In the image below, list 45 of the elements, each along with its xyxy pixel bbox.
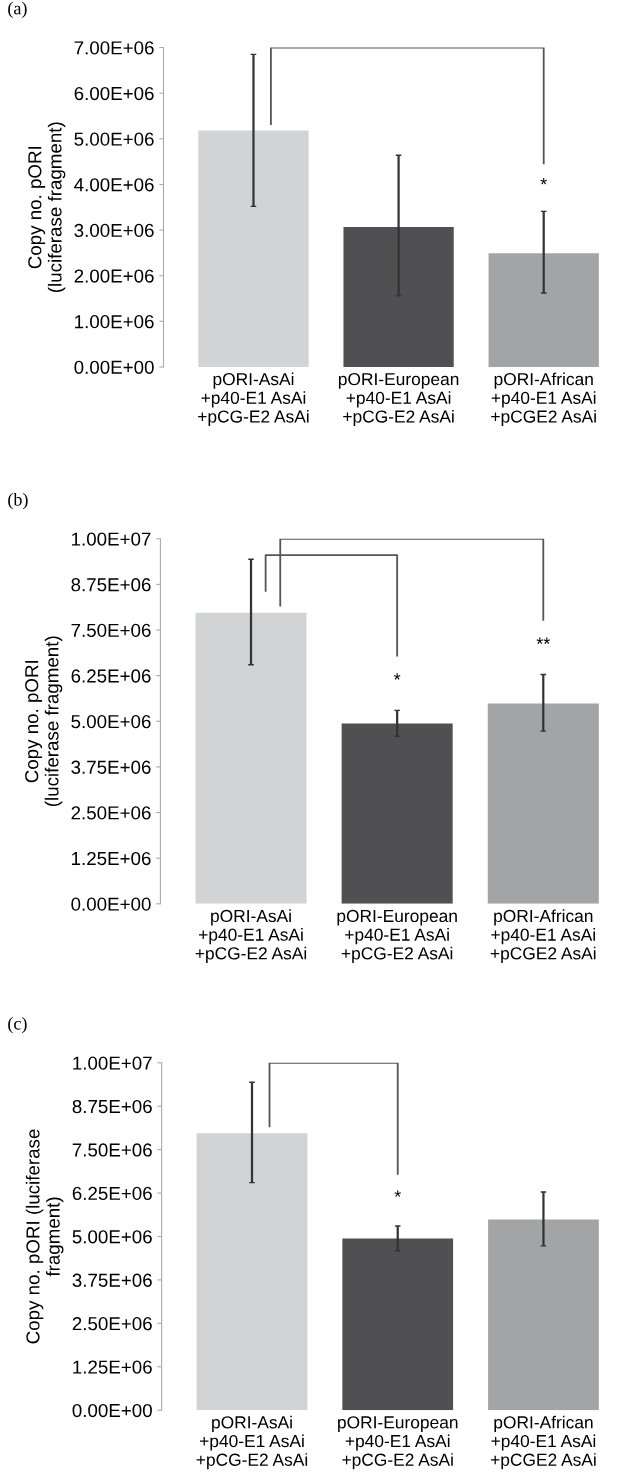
text: (a): [8, 1, 27, 19]
text: (c): [8, 1016, 27, 1034]
x-tick-label: pORI-African +p40-E1 AsAi +pCGE2 AsAi: [490, 909, 596, 963]
y-tick-label: 2.50E+06: [71, 806, 151, 820]
y-tick-label: 2.00E+06: [74, 269, 154, 283]
y-tick-label: 5.00E+06: [71, 714, 151, 729]
y-tick-label: 4.00E+06: [74, 178, 154, 192]
y-tick-label: 0.00E+00: [72, 1403, 152, 1418]
y-tick-label: 1.25E+06: [73, 1360, 152, 1374]
y-tick-label: 1.00E+06: [75, 315, 154, 329]
y-tick-label: 1.00E+07: [72, 532, 151, 546]
y-tick-label: 7.50E+06: [72, 1143, 152, 1157]
y-tick-label: 2.50E+06: [72, 1317, 152, 1331]
annotation: *: [540, 178, 547, 185]
x-tick-label: pORI-AsAi +p40-E1 AsAi +pCG-E2 AsAi: [198, 372, 309, 427]
annotation: **: [536, 637, 551, 644]
y-axis-title: Copy no. pORI (luciferase fragment): [25, 636, 63, 807]
x-tick-label: pORI-AsAi +p40-E1 AsAi +pCG-E2 AsAi: [196, 1415, 308, 1470]
x-tick-label: pORI-European +p40-E1 AsAi +pCG-E2 AsAi: [338, 1416, 458, 1470]
x-tick-label: pORI-African +p40-E1 AsAi +pCGE2 AsAi: [491, 372, 596, 427]
x-tick-label: pORI-European +p40-E1 AsAi +pCG-E2 AsAi: [337, 909, 457, 963]
x-tick-label: pORI-European +p40-E1 AsAi +pCG-E2 AsAi: [338, 372, 459, 427]
y-tick-label: 6.25E+06: [72, 1186, 152, 1201]
y-tick-label: 0.00E+00: [71, 897, 151, 911]
y-tick-label: 1.00E+07: [73, 1056, 152, 1070]
y-axis-title: Copy no. pORI (luciferase fragment): [28, 122, 66, 293]
x-tick-label: pORI-African +p40-E1 AsAi +pCGE2 AsAi: [490, 1415, 596, 1470]
y-tick-label: 8.75E+06: [72, 1099, 152, 1114]
annotation: *: [393, 673, 401, 680]
y-axis-title: Copy no. pORI (luciferase fragment): [25, 1129, 64, 1344]
y-tick-label: 3.75E+06: [71, 760, 151, 774]
y-tick-label: 6.00E+06: [74, 86, 154, 101]
text: (b): [8, 492, 28, 510]
y-tick-label: 8.75E+06: [71, 578, 151, 592]
x-tick-label: pORI-AsAi +p40-E1 AsAi +pCG-E2 AsAi: [195, 909, 307, 963]
y-tick-label: 7.50E+06: [71, 623, 151, 637]
y-tick-label: 3.00E+06: [74, 223, 154, 238]
annotation: *: [394, 1190, 401, 1197]
y-tick-label: 1.25E+06: [72, 851, 151, 866]
y-tick-label: 0.00E+00: [74, 360, 154, 374]
y-tick-label: 7.00E+06: [74, 41, 154, 55]
y-tick-label: 5.00E+06: [72, 1230, 152, 1244]
y-tick-label: 6.25E+06: [71, 669, 151, 683]
y-tick-label: 3.75E+06: [72, 1273, 152, 1287]
y-tick-label: 5.00E+06: [74, 132, 154, 146]
